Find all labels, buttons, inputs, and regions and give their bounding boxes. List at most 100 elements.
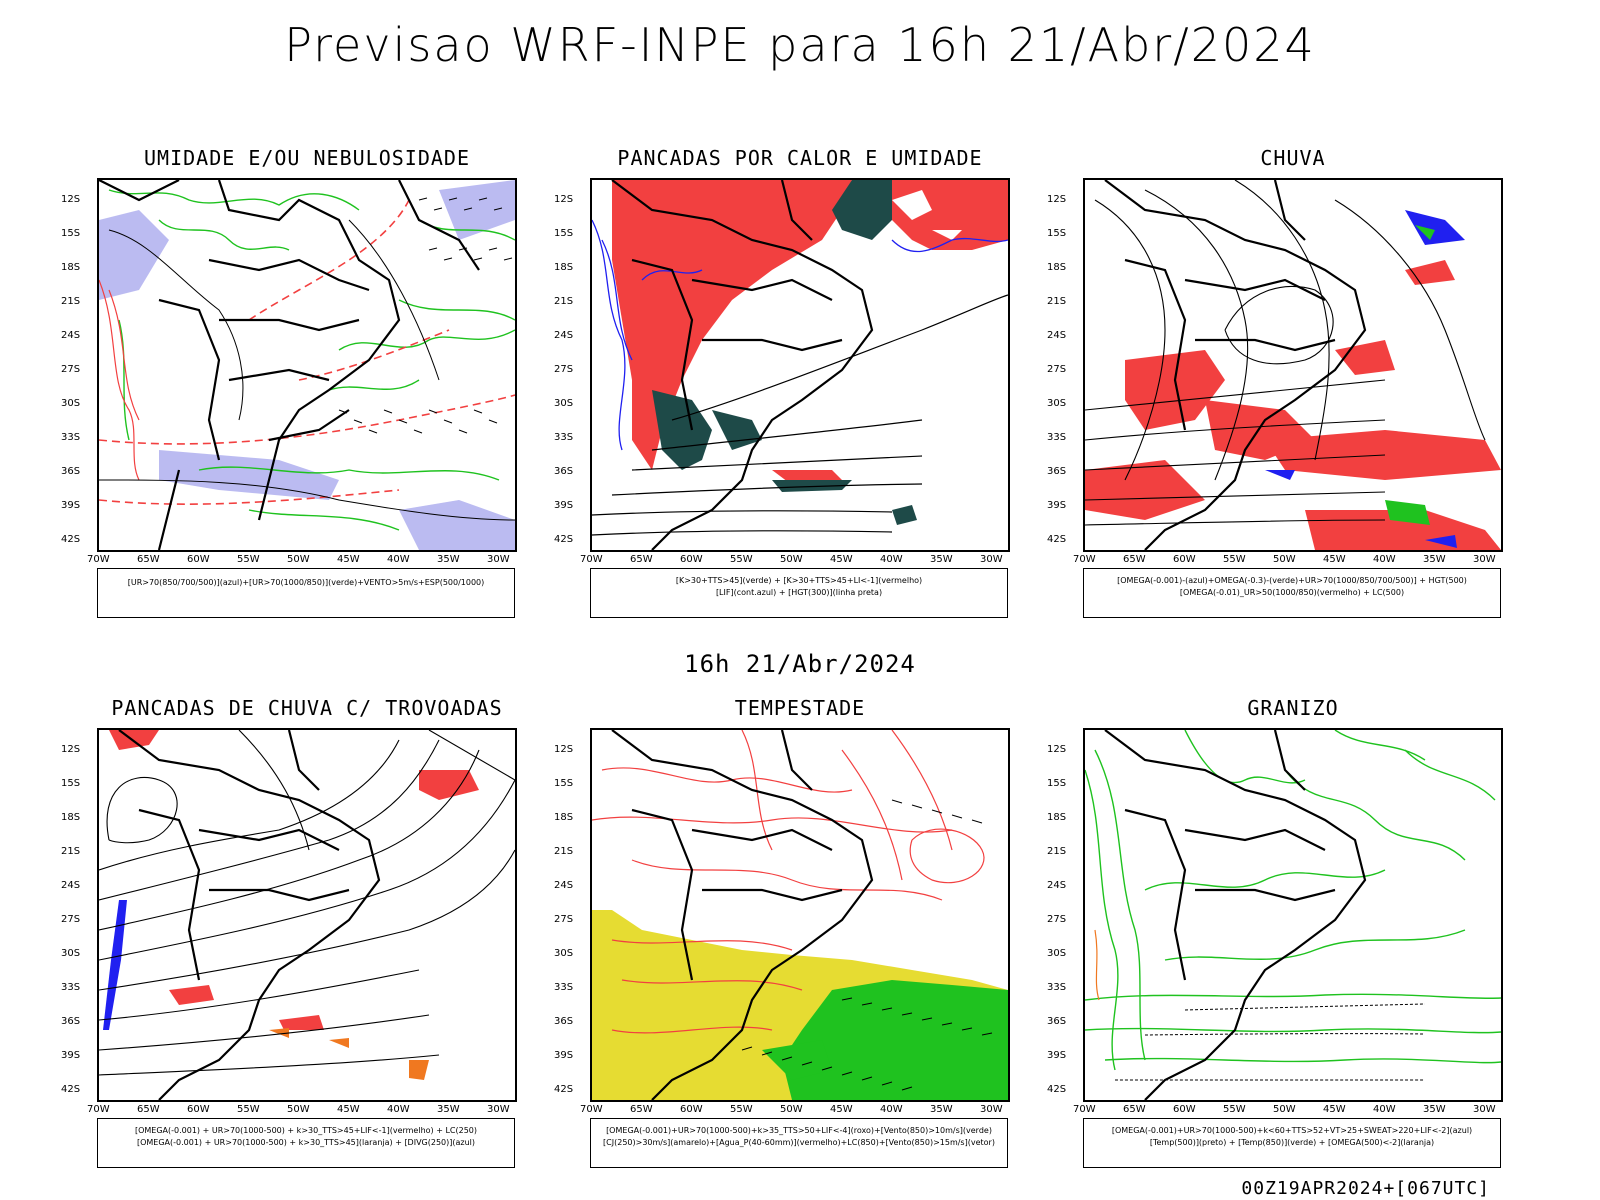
lon-label: 30W <box>487 1104 510 1115</box>
panel-title: UMIDADE E/OU NEBULOSIDADE <box>143 146 471 170</box>
legend-box: [OMEGA(-0.001)+UR>70(1000-500)+k<60+TTS>… <box>1083 1118 1501 1168</box>
lat-label: 24S <box>554 880 574 891</box>
lat-label: 39S <box>1047 1050 1067 1061</box>
map-frame <box>590 178 1010 552</box>
legend-line: [UR>70(850/700/500)](azul)+[UR>70(1000/8… <box>127 578 485 587</box>
legend-line: [LIF](cont.azul) + [HGT(300)](linha pret… <box>715 588 883 597</box>
lon-label: 65W <box>137 554 160 565</box>
map-frame <box>97 728 517 1102</box>
lat-label: 27S <box>554 364 574 375</box>
map-trovoadas <box>99 730 515 1100</box>
lon-label: 55W <box>237 554 260 565</box>
map-tempestade <box>592 730 1008 1100</box>
lat-label: 18S <box>1047 812 1067 823</box>
lat-label: 12S <box>554 744 574 755</box>
lat-label: 36S <box>61 1016 81 1027</box>
lon-label: 40W <box>387 1104 410 1115</box>
lat-label: 36S <box>1047 466 1067 477</box>
lon-label: 45W <box>337 1104 360 1115</box>
lat-label: 15S <box>554 228 574 239</box>
lat-label: 18S <box>554 262 574 273</box>
lat-label: 21S <box>61 296 81 307</box>
lat-label: 39S <box>1047 500 1067 511</box>
lat-label: 27S <box>554 914 574 925</box>
footer-stamp: 00Z19APR2024+[067UTC] <box>1241 1178 1490 1199</box>
lon-axis: 70W 65W 60W 55W 50W 45W 40W 35W 30W <box>87 554 517 568</box>
map-frame <box>97 178 517 552</box>
lon-label: 35W <box>1423 1104 1446 1115</box>
lon-label: 50W <box>287 554 310 565</box>
lon-label: 45W <box>337 554 360 565</box>
lat-label: 30S <box>1047 398 1067 409</box>
lon-label: 70W <box>1073 554 1096 565</box>
lon-label: 60W <box>187 1104 210 1115</box>
lon-label: 55W <box>730 1104 753 1115</box>
lat-label: 18S <box>61 812 81 823</box>
map-granizo <box>1085 730 1501 1100</box>
lat-label: 36S <box>61 466 81 477</box>
lat-label: 21S <box>1047 296 1067 307</box>
lon-label: 70W <box>87 554 110 565</box>
map-frame <box>590 728 1010 1102</box>
lat-label: 39S <box>554 500 574 511</box>
lat-label: 39S <box>61 500 81 511</box>
map-chuva <box>1085 180 1501 550</box>
lat-label: 12S <box>61 194 81 205</box>
lon-label: 60W <box>187 554 210 565</box>
lat-label: 30S <box>61 398 81 409</box>
lon-label: 65W <box>137 1104 160 1115</box>
lon-label: 60W <box>680 554 703 565</box>
legend-line: [OMEGA(-0.001) + UR>70(1000-500) + k>30_… <box>136 1138 476 1147</box>
lon-label: 60W <box>680 1104 703 1115</box>
legend-box: [OMEGA(-0.001) + UR>70(1000-500) + k>30_… <box>97 1118 515 1168</box>
lat-label: 21S <box>61 846 81 857</box>
lon-label: 35W <box>930 1104 953 1115</box>
lon-label: 35W <box>930 554 953 565</box>
lat-label: 33S <box>61 982 81 993</box>
legend-line: [K>30+TTS>45](verde) + [K>30+TTS>45+LI<-… <box>675 576 923 585</box>
panel-title: PANCADAS DE CHUVA C/ TROVOADAS <box>111 696 503 720</box>
lon-label: 35W <box>437 554 460 565</box>
lat-label: 33S <box>1047 432 1067 443</box>
map-frame <box>1083 728 1503 1102</box>
lon-label: 65W <box>630 554 653 565</box>
lat-label: 42S <box>554 534 574 545</box>
lon-label: 35W <box>437 1104 460 1115</box>
lon-label: 40W <box>880 554 903 565</box>
legend-box: [OMEGA(-0.001)+UR>70(1000-500)+k>35_TTS>… <box>590 1118 1008 1168</box>
lat-label: 18S <box>554 812 574 823</box>
map-umidade <box>99 180 515 550</box>
lon-label: 55W <box>1223 1104 1246 1115</box>
lon-label: 30W <box>980 554 1003 565</box>
lat-label: 21S <box>554 846 574 857</box>
lon-axis: 70W 65W 60W 55W 50W 45W 40W 35W 30W <box>87 1104 517 1118</box>
mid-date: 16h 21/Abr/2024 <box>684 650 916 678</box>
lon-label: 30W <box>1473 1104 1496 1115</box>
lat-label: 42S <box>1047 1084 1067 1095</box>
lon-label: 40W <box>1373 1104 1396 1115</box>
map-pancadas-calor <box>592 180 1008 550</box>
lon-label: 55W <box>730 554 753 565</box>
lat-label: 33S <box>61 432 81 443</box>
lon-label: 55W <box>237 1104 260 1115</box>
lat-label: 27S <box>61 364 81 375</box>
lon-axis: 70W 65W 60W 55W 50W 45W 40W 35W 30W <box>580 554 1010 568</box>
lon-label: 70W <box>87 1104 110 1115</box>
lat-label: 42S <box>61 1084 81 1095</box>
lat-label: 33S <box>1047 982 1067 993</box>
lon-label: 40W <box>880 1104 903 1115</box>
lon-axis: 70W 65W 60W 55W 50W 45W 40W 35W 30W <box>1073 1104 1503 1118</box>
lat-label: 27S <box>1047 914 1067 925</box>
lat-label: 15S <box>1047 228 1067 239</box>
lon-label: 50W <box>780 1104 803 1115</box>
lat-label: 15S <box>554 778 574 789</box>
lat-label: 42S <box>554 1084 574 1095</box>
lon-label: 45W <box>830 554 853 565</box>
lat-label: 30S <box>554 948 574 959</box>
lon-label: 65W <box>630 1104 653 1115</box>
lon-label: 30W <box>1473 554 1496 565</box>
panel-title: CHUVA <box>1260 146 1326 170</box>
legend-line: [OMEGA(-0.001)+UR>70(1000-500)+k>35_TTS>… <box>606 1126 992 1135</box>
lon-label: 45W <box>830 1104 853 1115</box>
panel-title: GRANIZO <box>1247 696 1339 720</box>
